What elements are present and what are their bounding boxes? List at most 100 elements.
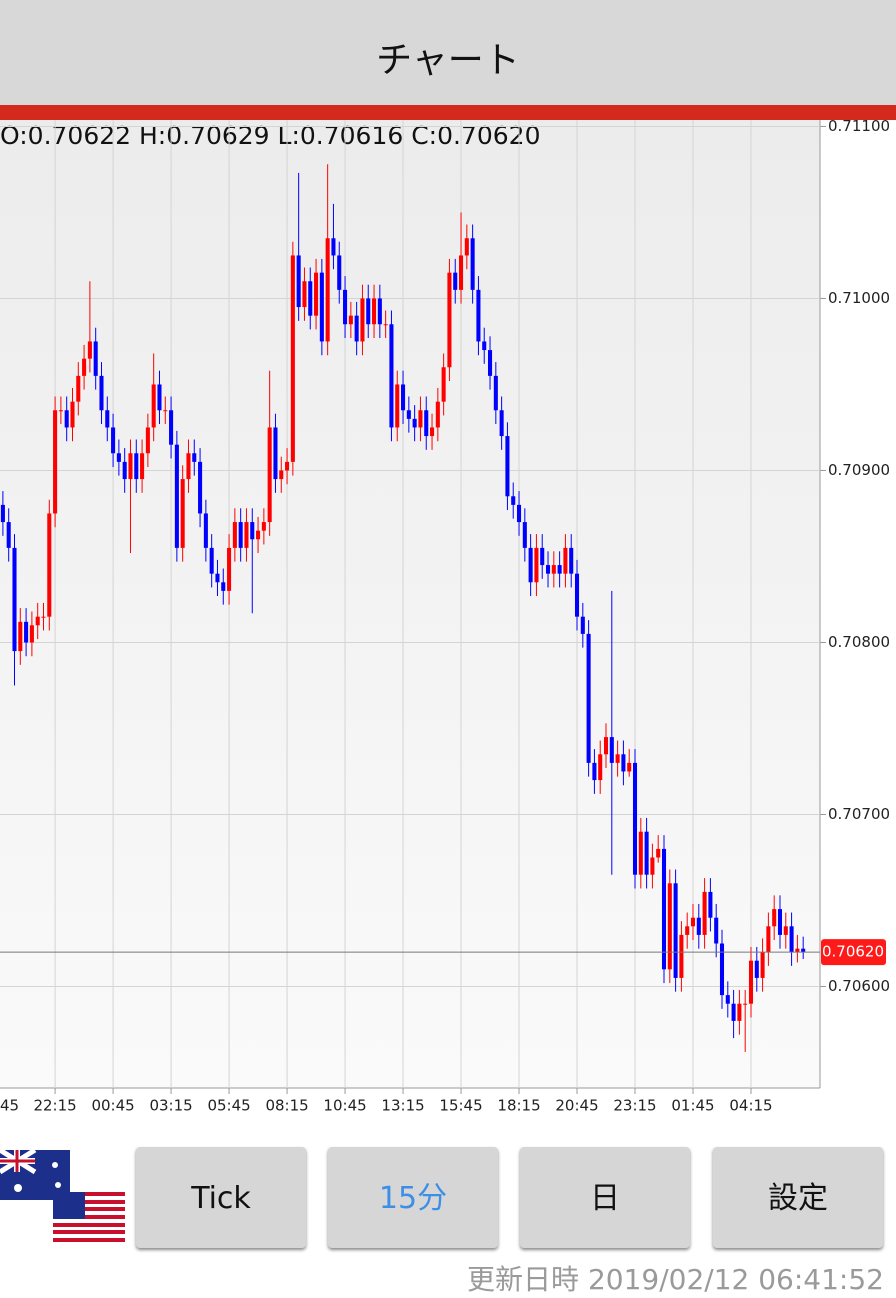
candle-body	[64, 410, 69, 428]
candle-body	[285, 461, 290, 471]
x-tick-label: 45	[0, 1097, 19, 1115]
candle-body	[76, 375, 81, 402]
y-tick-label: 0.70900	[828, 461, 890, 479]
candle-body	[789, 926, 794, 953]
daily-button[interactable]: 日	[520, 1147, 690, 1248]
candle-body	[424, 410, 429, 437]
candle-body	[238, 522, 243, 548]
candle-body	[795, 948, 800, 953]
candle-body	[563, 547, 568, 574]
candle-body	[337, 255, 342, 290]
candle-body	[777, 909, 783, 935]
candle-body	[412, 418, 417, 428]
updated-time: 更新日時 2019/02/12 06:41:52	[467, 1263, 884, 1296]
candle-body	[111, 427, 116, 454]
current-price-label: 0.70620	[822, 943, 884, 961]
candle-body	[801, 948, 806, 953]
candle-body	[192, 453, 197, 462]
candle-body	[603, 737, 609, 755]
x-tick-label: 08:15	[265, 1097, 308, 1115]
15min-button[interactable]: 15分	[328, 1147, 498, 1248]
candle-body	[621, 754, 626, 772]
candle-body	[116, 453, 121, 462]
candle-body	[134, 453, 139, 480]
candle-body	[783, 926, 788, 935]
current-price-box	[821, 939, 886, 966]
candle-body	[35, 616, 40, 626]
candle-body	[140, 453, 145, 480]
candle-body	[540, 547, 545, 566]
candle-body	[743, 1003, 748, 1005]
candle-body	[598, 754, 603, 781]
candle-body	[615, 754, 620, 763]
candle-body	[418, 410, 423, 428]
candle-body	[319, 272, 324, 342]
candle-body	[696, 917, 701, 935]
candle-body	[53, 410, 58, 514]
candle-body	[151, 384, 156, 428]
candle-body	[261, 522, 266, 531]
candle-body	[627, 762, 632, 772]
candle-body	[719, 943, 725, 996]
candle-body	[714, 917, 719, 944]
candle-body	[128, 453, 133, 480]
candle-body	[377, 298, 382, 325]
y-tick-label: 0.70700	[828, 805, 890, 823]
candle-body	[430, 427, 435, 437]
candle-body	[105, 410, 110, 428]
candle-body	[482, 341, 487, 351]
candle-body	[203, 513, 208, 548]
candle-body	[389, 324, 394, 428]
candle-body	[331, 238, 336, 256]
candle-body	[29, 625, 34, 643]
candle-body	[534, 547, 539, 583]
candle-body	[447, 272, 452, 368]
candle-body	[215, 573, 220, 583]
candle-body	[650, 857, 655, 875]
candle-body	[476, 289, 481, 342]
candle-body	[679, 934, 684, 978]
candle-body	[273, 427, 278, 480]
header-title: チャート	[0, 0, 896, 105]
candle-body	[163, 410, 168, 412]
candle-body	[592, 762, 597, 781]
candle-body	[82, 358, 87, 376]
candle-body	[685, 926, 690, 935]
candle-body	[551, 565, 556, 574]
candle-body	[656, 848, 661, 858]
ohlc-label: O:0.70622 H:0.70629 L:0.70616 C:0.70620	[0, 121, 540, 150]
candle-body	[348, 315, 353, 325]
candle-body	[12, 547, 17, 652]
candle-body	[464, 238, 469, 256]
candle-body	[609, 737, 614, 763]
candle-body	[441, 367, 446, 402]
tick-button[interactable]: Tick	[136, 1147, 306, 1248]
candle-body	[279, 470, 284, 480]
candle-body	[145, 427, 150, 454]
candle-body	[493, 375, 498, 411]
candle-body	[702, 891, 707, 935]
candle-body	[725, 995, 730, 1004]
candle-body	[435, 401, 440, 428]
candle-body	[748, 960, 754, 1004]
header-stripe	[0, 105, 896, 120]
candle-body	[186, 453, 191, 480]
candle-body	[157, 384, 162, 411]
x-tick-label: 18:15	[497, 1097, 540, 1115]
candle-body	[522, 522, 527, 548]
x-tick-label: 01:45	[671, 1097, 714, 1115]
candle-body	[221, 582, 226, 591]
x-tick-label: 22:15	[33, 1097, 76, 1115]
chart: O:0.70622 H:0.70629 L:0.70616 C:0.70620 …	[0, 120, 890, 1115]
candle-body	[93, 341, 98, 376]
x-tick-label: 03:15	[149, 1097, 192, 1115]
candle-body	[395, 384, 400, 428]
settings-button[interactable]: 設定	[713, 1147, 883, 1248]
candle-body	[574, 573, 580, 617]
candle-body	[99, 375, 104, 411]
candle-body	[122, 461, 127, 480]
candle-body	[580, 616, 585, 634]
candle-body	[737, 1003, 742, 1021]
candle-body	[198, 461, 203, 514]
y-tick-label: 0.70600	[828, 977, 890, 995]
